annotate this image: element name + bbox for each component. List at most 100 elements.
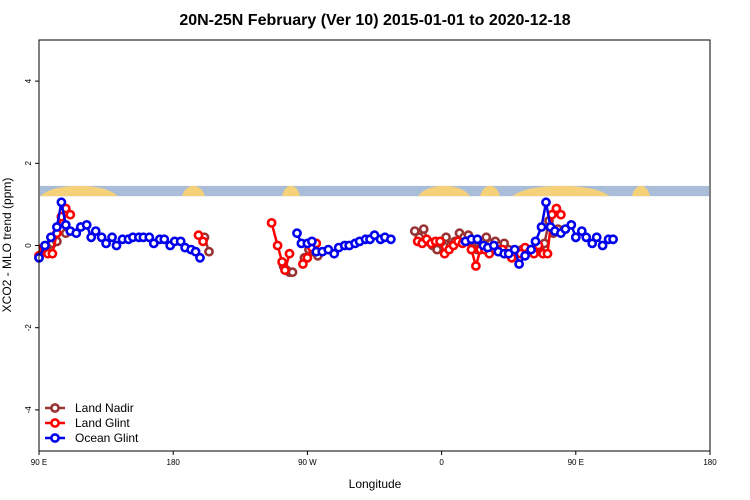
data-point [581,232,592,243]
data-point [193,230,204,241]
y-tick-label: 0 [24,243,33,248]
data-point [90,226,101,236]
data-point [587,238,598,249]
legend-marker [50,403,60,413]
y-axis-label: XCO2 - MLO trend (ppm) [0,178,14,313]
data-point [204,246,214,257]
data-point [81,219,92,230]
data-point [597,240,608,251]
x-tick-label: 90 E [31,458,47,467]
data-point [409,226,420,236]
y-tick-label: 2 [24,161,33,166]
data-point [488,240,499,251]
data-point [432,244,442,255]
data-point [566,219,577,230]
data-point [302,252,313,263]
y-axis: 4 2 0 -2 -4 [24,78,39,413]
data-point [101,238,111,249]
x-axis-label: Longitude [349,477,402,491]
x-tick-label: 90 E [568,458,584,467]
data-point [287,267,298,278]
data-point [542,248,553,259]
chart-title: 20N-25N February (Ver 10) 2015-01-01 to … [179,12,570,29]
data-point [40,240,50,251]
legend-item: Land Nadir [45,401,134,415]
data-point [514,259,524,269]
data-point [52,222,62,232]
series-ocean-glint [34,197,618,269]
map-land-4 [480,185,500,197]
map-land-1 [182,185,205,197]
data-point [530,236,541,247]
plot-frame [38,39,711,452]
data-point [107,232,117,243]
series-layer [34,197,618,278]
data-point [47,248,58,259]
data-point [435,236,445,247]
data-point [570,232,581,243]
data-point [111,240,122,251]
legend-marker [50,433,60,443]
map-ocean-band [40,185,709,197]
legend-label: Land Nadir [75,401,134,415]
y-tick-label: -4 [24,406,33,414]
data-point [526,244,536,255]
map-land-6 [632,185,650,197]
data-point [277,256,287,267]
data-point [280,265,290,276]
data-point [608,234,618,245]
data-point [190,246,201,257]
data-point [481,232,492,243]
data-point [385,234,396,245]
data-point [272,240,283,251]
data-point [591,232,602,243]
data-point [576,226,587,236]
y-tick-label: 4 [24,78,33,83]
data-point [175,236,186,247]
data-point [329,248,340,259]
data-point [472,234,483,245]
legend-item: Land Glint [45,416,130,430]
data-point [470,261,481,271]
data-point [71,228,82,239]
data-point [195,252,205,263]
data-point [509,244,520,255]
x-tick-label: 180 [167,458,181,467]
legend-label: Land Glint [75,416,130,430]
data-point [418,224,429,234]
data-point [96,232,107,243]
map-strip [40,185,709,197]
data-point [46,232,56,243]
data-point [159,234,170,245]
y-tick-label: -2 [24,324,33,332]
data-point [86,232,97,243]
data-point [292,228,302,239]
x-tick-label: 0 [439,458,444,467]
data-point [65,209,76,220]
x-axis: 90 E 180 90 W 0 90 E 180 [31,451,717,467]
data-point [466,244,477,255]
legend-label: Ocean Glint [75,431,139,445]
data-point [541,197,551,208]
data-point [536,222,547,232]
x-tick-label: 90 W [298,458,317,467]
data-point [551,203,562,214]
data-point [297,259,308,269]
map-land-3 [418,185,470,197]
map-land-0 [40,185,118,197]
x-tick-label: 180 [703,458,717,467]
data-point [266,217,277,228]
data-point [306,236,317,247]
data-point [284,248,295,259]
legend-marker [50,418,60,428]
data-point [556,209,566,220]
data-point [144,232,155,243]
data-point [198,236,208,247]
data-point [520,250,530,261]
map-land-5 [512,185,610,197]
data-point [60,219,71,230]
map-land-2 [282,185,300,197]
data-point [56,197,67,208]
